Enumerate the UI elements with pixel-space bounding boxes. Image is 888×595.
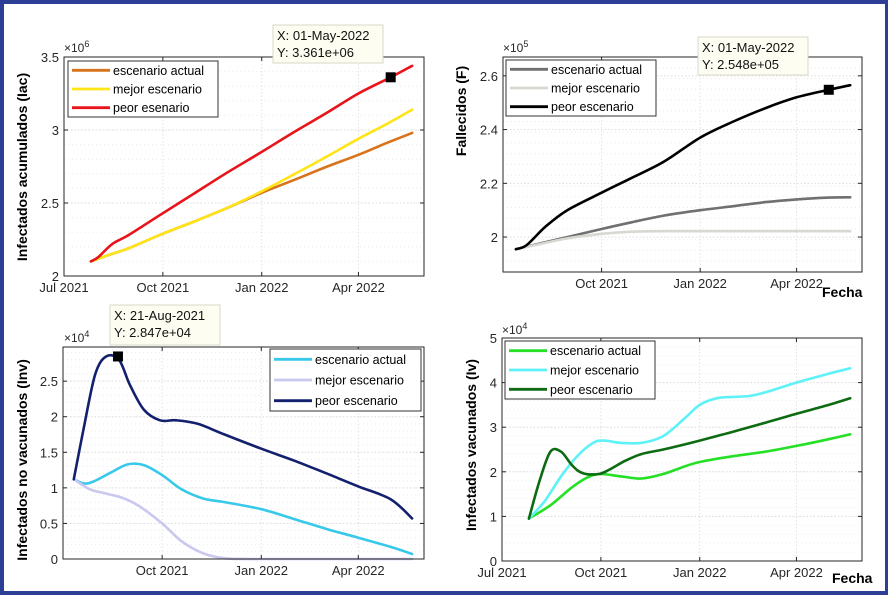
- x-tick-label: Apr 2022: [770, 276, 823, 291]
- y-tick-label: 0.5: [40, 516, 58, 531]
- y-tick-label: 1: [51, 481, 58, 496]
- x-tick-label: Oct 2021: [136, 280, 189, 295]
- axes-box: [63, 56, 425, 277]
- datatip-y: Y: 3.361e+06: [277, 45, 354, 60]
- x-tick-label: Oct 2021: [136, 563, 189, 578]
- y-axis-exponent: ×104: [502, 321, 527, 337]
- legend-label-2: mejor escenario: [550, 364, 639, 378]
- series-line-3: [89, 64, 414, 263]
- axes-box: [62, 346, 425, 560]
- legend: escenario actual mejor escenario peor esce…: [504, 340, 656, 400]
- series-line-3: [527, 396, 852, 520]
- datatip-marker: [112, 351, 123, 362]
- x-tick-label: Jul 2021: [39, 280, 88, 295]
- legend-label-1: escenario actual: [550, 344, 641, 358]
- y-tick-label: 2: [490, 465, 497, 480]
- y-tick-label: 4: [490, 376, 497, 391]
- series-line-1: [72, 462, 414, 556]
- datatip-box: [697, 36, 809, 76]
- series-line-2: [89, 108, 414, 263]
- series-line-1: [527, 433, 852, 520]
- series-line-3: [72, 353, 414, 520]
- series-line-2: [514, 229, 852, 251]
- legend-label-2: mejor escenario: [315, 374, 404, 388]
- y-tick-label: 3: [52, 123, 59, 138]
- y-tick-label: 2.5: [41, 196, 59, 211]
- datatip-y: Y: 2.548e+05: [702, 57, 779, 72]
- legend-label-1: escenario actual: [551, 63, 642, 77]
- datatip-y: Y: 2.847e+04: [114, 325, 191, 340]
- x-tick-label: Apr 2022: [332, 280, 385, 295]
- legend-label-3: peor esenario: [113, 101, 189, 115]
- y-tick-label: 3: [490, 420, 497, 435]
- y-tick-label: 2.5: [40, 374, 58, 389]
- datatip-box: [272, 24, 384, 64]
- chart-infectados-no-vacunados: Infectados no vacunados (Inv) ×104 Oct 2…: [14, 304, 425, 578]
- datatip-x: X: 21-Aug-2021: [114, 308, 205, 323]
- x-tick-label: Jan 2022: [235, 563, 289, 578]
- legend-label-2: mejor escenario: [551, 82, 640, 96]
- y-tick-label: 2.6: [480, 69, 498, 84]
- datatip-box: [109, 304, 221, 346]
- y-axis-label: Infectados no vacunados (Inv): [14, 359, 30, 560]
- y-tick-label: 1: [490, 509, 497, 524]
- y-tick-label: 0: [490, 554, 497, 569]
- legend: escenario actual mejor escenario peor esen…: [67, 60, 219, 118]
- y-tick-label: 2.4: [480, 123, 498, 138]
- legend-label-3: peor escenario: [315, 394, 398, 408]
- legend-label-3: peor escenario: [551, 100, 634, 114]
- y-axis-label: Fallecidos (F): [453, 66, 469, 156]
- x-tick-label: Jan 2022: [235, 280, 289, 295]
- chart-fallecidos: Fallecidos (F) ×105 Fecha Oct 2021 Jan 20…: [453, 36, 863, 300]
- y-axis-label: Infectados acumulados (Iac): [14, 73, 30, 261]
- x-tick-label: Oct 2021: [575, 276, 628, 291]
- x-axis-label: Fecha: [832, 570, 873, 586]
- x-tick-label: Jan 2022: [673, 276, 727, 291]
- y-tick-label: 2.2: [480, 176, 498, 191]
- y-axis-exponent: ×105: [503, 39, 528, 55]
- y-axis-exponent: ×106: [64, 39, 89, 55]
- y-tick-label: 3.5: [41, 50, 59, 65]
- x-tick-label: Apr 2022: [770, 565, 823, 580]
- series-line-3: [514, 83, 852, 251]
- datatip: X: 01-May-2022 Y: 3.361e+06: [272, 24, 396, 83]
- y-tick-label: 5: [490, 331, 497, 346]
- x-tick-label: Jan 2022: [673, 565, 727, 580]
- legend-label-1: escenario actual: [315, 353, 406, 367]
- x-tick-label: Apr 2022: [332, 563, 385, 578]
- datatip-marker: [823, 84, 834, 95]
- y-tick-label: 2: [52, 269, 59, 284]
- legend-label-1: escenario actual: [113, 64, 204, 78]
- datatip-x: X: 01-May-2022: [277, 28, 370, 43]
- datatip-marker: [385, 72, 396, 83]
- axes-box: [502, 56, 863, 273]
- datatip: X: 21-Aug-2021 Y: 2.847e+04: [109, 304, 221, 362]
- datatip-x: X: 01-May-2022: [702, 40, 795, 55]
- y-tick-label: 0: [51, 552, 58, 567]
- x-axis-label: Fecha: [822, 284, 863, 300]
- y-tick-label: 1.5: [40, 445, 58, 460]
- chart-infectados-vacunados: Infectados vacunados (Iv) ×104 Fecha Jul…: [463, 321, 873, 586]
- y-tick-label: 2: [491, 230, 498, 245]
- legend-label-2: mejor escenario: [113, 83, 202, 97]
- y-tick-label: 2: [51, 410, 58, 425]
- x-tick-label: Oct 2021: [574, 565, 627, 580]
- x-tick-label: Jul 2021: [477, 565, 526, 580]
- y-axis-exponent: ×104: [64, 329, 89, 345]
- series-line-2: [527, 367, 852, 520]
- datatip: X: 01-May-2022 Y: 2.548e+05: [697, 36, 834, 95]
- axes-box: [501, 337, 863, 562]
- legend: escenario actual mejor escenario peor esce…: [269, 348, 422, 412]
- legend: escenario actual mejor escenario peor esce…: [505, 59, 657, 117]
- y-axis-label: Infectados vacunados (Iv): [463, 359, 479, 531]
- legend-label-3: peor escenario: [550, 383, 633, 397]
- chart-infectados-acumulados: Infectados acumulados (Iac) ×106 Jul 202…: [14, 24, 425, 295]
